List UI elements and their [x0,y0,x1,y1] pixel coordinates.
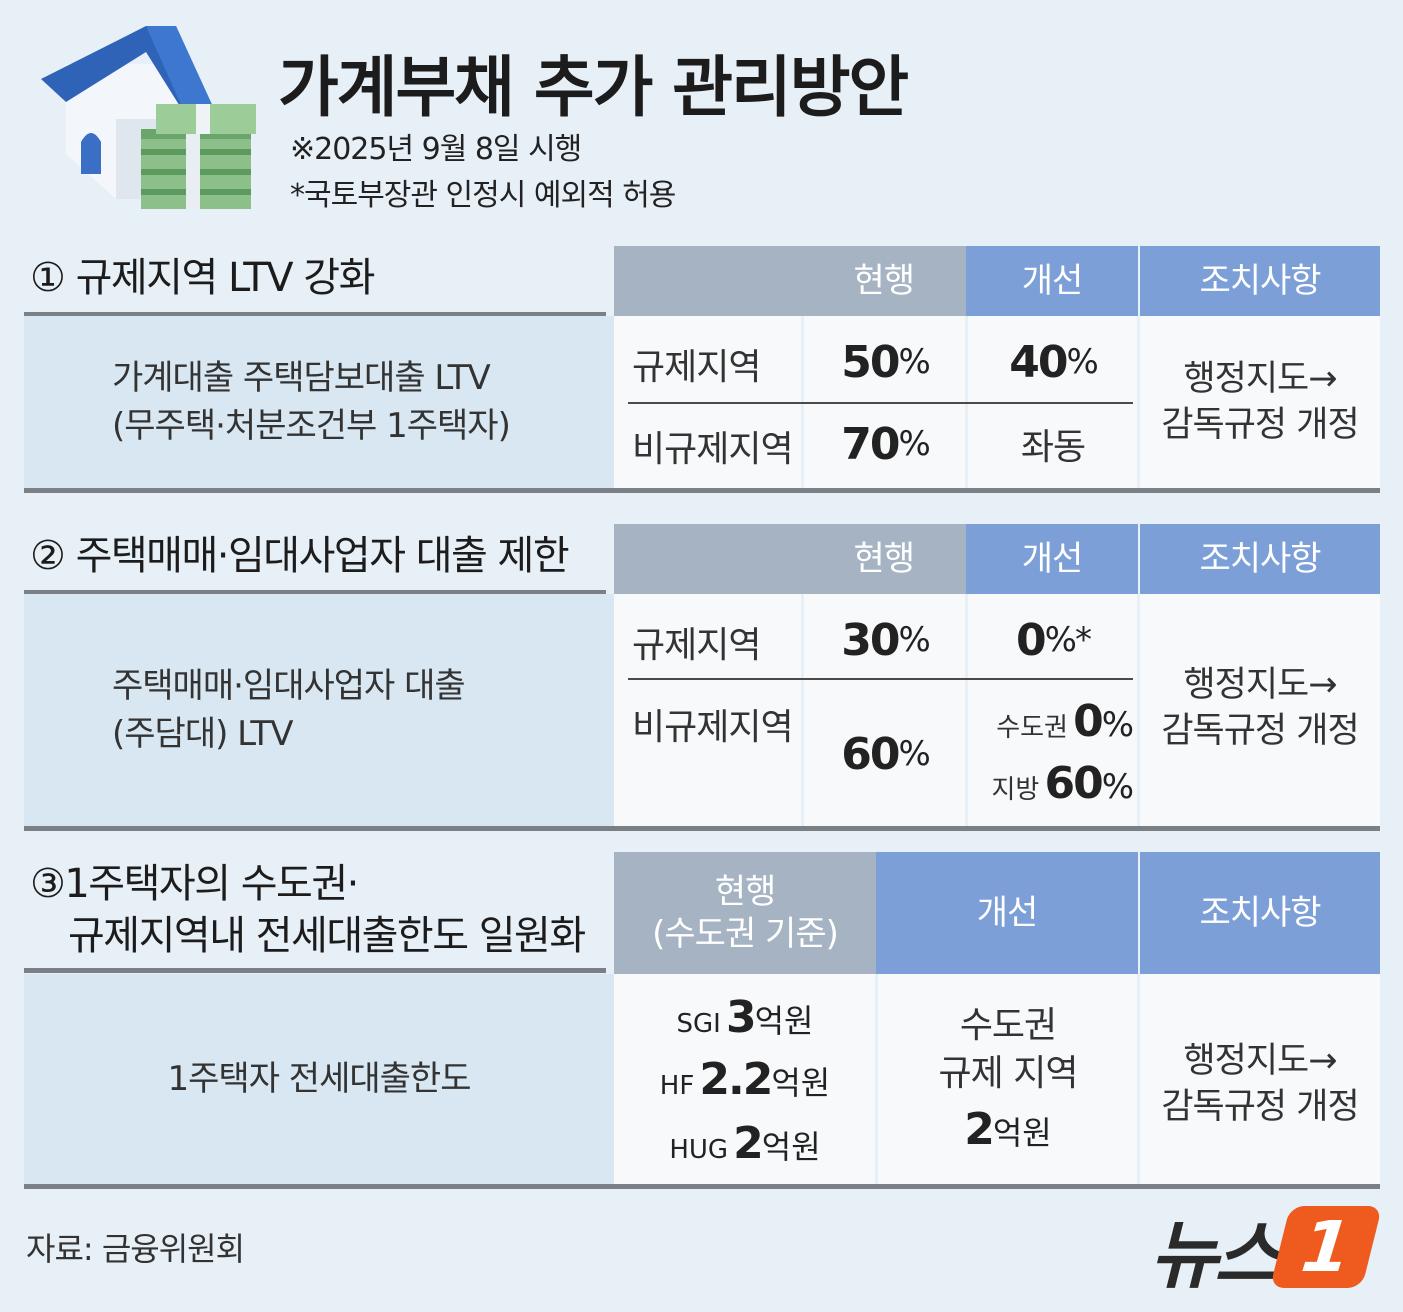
section2-row1-current: 30% [841,614,931,666]
section2-row2-current: 60% [841,728,931,780]
section2-header-current: 현행 [614,524,966,594]
section3-title: ③1주택자의 수도권· 규제지역내 전세대출한도 일원화 [30,858,586,962]
section3-improved-values: 수도권 규제 지역 2억원 [938,1005,1079,1155]
divider [965,594,968,826]
section1-action: 행정지도→ 감독규정 개정 [1161,359,1359,445]
section2-metro-value: 수도권 0% [996,696,1134,747]
page-title: 가계부채 추가 관리방안 [278,49,909,126]
effective-date-note: ※2025년 9월 8일 시행 [290,132,582,167]
section2-table-body [614,594,1380,826]
news1-logo-text: 뉴스 [1150,1213,1282,1299]
section1-header-current: 현행 [614,246,966,316]
section2-row1-label: 규제지역 [632,625,761,666]
section1-header-improved: 개선 [966,246,1138,316]
section3-title-line2: 규제지역내 전세대출한도 일원화 [68,913,586,959]
section3-left-text: 1주택자 전세대출한도 [167,1059,472,1099]
hf-limit: HF 2.2억원 [659,1054,831,1105]
exception-note: *국토부장관 인정시 예외적 허용 [290,178,676,213]
divider [1137,594,1140,826]
divider [875,974,878,1184]
row-divider [628,402,1133,404]
section1-row1-improved: 40% [1009,336,1099,388]
section2-left-line1: 주택매매·임대사업자 대출 [112,666,466,706]
news1-logo-badge: 1 [1269,1206,1383,1288]
section3-current-values: SGI 3억원 HF 2.2억원 HUG 2억원 [614,992,876,1169]
section3-table-body [614,974,1380,1184]
row-divider [628,678,1133,680]
section1-left-line2: (무주택·처분조건부 1주택자) [112,406,511,446]
section3-action: 행정지도→ 감독규정 개정 [1161,1041,1359,1127]
section1-header-action: 조치사항 [1140,246,1380,316]
section3-left-panel: 1주택자 전세대출한도 [24,974,614,1184]
section2-header-action: 조치사항 [1140,524,1380,594]
section-separator [24,1184,1380,1189]
section3-title-underline [24,968,606,973]
section1-title-underline [24,312,606,317]
section1-row1-current: 50% [841,336,931,388]
source-note: 자료: 금융위원회 [26,1230,245,1268]
divider [801,594,804,826]
sgi-limit: SGI 3억원 [676,992,814,1043]
section2-title: ② 주택매매·임대사업자 대출 제한 [30,533,570,579]
house-money-illustration [41,26,256,209]
section1-left-panel: 가계대출 주택담보대출 LTV (무주택·처분조건부 1주택자) [24,316,614,488]
section3-header-current: 현행 (수도권 기준) [614,852,876,974]
divider [1137,316,1140,488]
hug-limit: HUG 2억원 [669,1118,821,1169]
section2-local-value: 지방 60% [991,758,1135,809]
section3-title-line1: ③1주택자의 수도권· [30,861,359,907]
section2-title-underline [24,590,606,595]
section1-row2-label: 비규제지역 [632,429,794,470]
section2-left-panel: 주택매매·임대사업자 대출 (주담대) LTV [24,594,614,826]
section-separator [24,826,1380,831]
section2-row2-label: 비규제지역 [632,707,794,748]
money-stack-icon [141,104,256,209]
section3-header-improved: 개선 [876,852,1138,974]
section1-row2-current: 70% [841,418,931,470]
section1-row1-label: 규제지역 [632,347,761,388]
section1-title: ① 규제지역 LTV 강화 [30,255,375,301]
section3-header-action: 조치사항 [1140,852,1380,974]
section1-row2-improved: 좌동 [1020,427,1086,468]
section2-left-line2: (주담대) LTV [112,714,293,754]
section2-header-improved: 개선 [966,524,1138,594]
section2-action: 행정지도→ 감독규정 개정 [1161,665,1359,751]
section-separator [24,488,1380,493]
divider [1137,974,1140,1184]
section1-left-line1: 가계대출 주택담보대출 LTV [112,358,491,398]
section2-row1-improved: 0% * [1016,614,1092,666]
